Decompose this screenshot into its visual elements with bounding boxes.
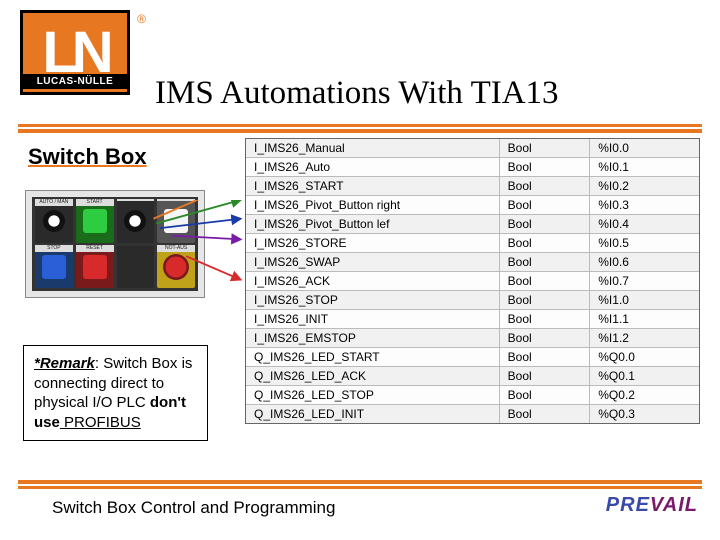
- table-row: I_IMS26_INITBool%I1.1: [246, 310, 699, 329]
- switch-stop: STOP: [35, 246, 73, 289]
- footer: Switch Box Control and Programming PREVA…: [0, 480, 720, 540]
- io-type: Bool: [500, 386, 591, 404]
- io-name: I_IMS26_SWAP: [246, 253, 500, 271]
- logo-box: LN LUCAS-NÜLLE: [20, 10, 130, 95]
- io-type: Bool: [500, 405, 591, 423]
- io-addr: %I1.2: [590, 329, 699, 347]
- table-row: Q_IMS26_LED_STOPBool%Q0.2: [246, 386, 699, 405]
- table-row: I_IMS26_ManualBool%I0.0: [246, 139, 699, 158]
- table-row: Q_IMS26_LED_INITBool%Q0.3: [246, 405, 699, 423]
- io-addr: %I0.3: [590, 196, 699, 214]
- io-addr: %Q0.2: [590, 386, 699, 404]
- io-name: I_IMS26_ACK: [246, 272, 500, 290]
- io-addr: %I0.6: [590, 253, 699, 271]
- io-name: I_IMS26_Manual: [246, 139, 500, 157]
- io-addr: %I0.7: [590, 272, 699, 290]
- remark-box: *Remark: Switch Box is connecting direct…: [23, 345, 208, 441]
- io-name: Q_IMS26_LED_STOP: [246, 386, 500, 404]
- io-type: Bool: [500, 310, 591, 328]
- io-addr: %Q0.1: [590, 367, 699, 385]
- table-row: I_IMS26_Pivot_Button lefBool%I0.4: [246, 215, 699, 234]
- io-addr: %I1.1: [590, 310, 699, 328]
- logo-brand-text: LUCAS-NÜLLE: [23, 74, 127, 89]
- switch-start: START: [76, 200, 114, 243]
- io-name: I_IMS26_INIT: [246, 310, 500, 328]
- io-type: Bool: [500, 177, 591, 195]
- io-addr: %Q0.3: [590, 405, 699, 423]
- footer-logo-pre: PRE: [606, 494, 650, 516]
- io-type: Bool: [500, 158, 591, 176]
- io-name: Q_IMS26_LED_START: [246, 348, 500, 366]
- table-row: Q_IMS26_LED_ACKBool%Q0.1: [246, 367, 699, 386]
- table-row: I_IMS26_EMSTOPBool%I1.2: [246, 329, 699, 348]
- table-row: I_IMS26_STOREBool%I0.5: [246, 234, 699, 253]
- io-name: I_IMS26_STOP: [246, 291, 500, 309]
- io-addr: %Q0.0: [590, 348, 699, 366]
- io-type: Bool: [500, 139, 591, 157]
- io-addr: %I0.1: [590, 158, 699, 176]
- switch-emergency-stop: NOT-AUS: [157, 246, 195, 289]
- switch-panel: AUTO / MAN START STOP RESET NOT-AUS: [32, 197, 198, 291]
- io-type: Bool: [500, 329, 591, 347]
- io-addr: %I0.4: [590, 215, 699, 233]
- page-title: IMS Automations With TIA13: [155, 75, 559, 112]
- io-type: Bool: [500, 234, 591, 252]
- switch-rotary-2: [117, 200, 155, 243]
- remark-text-2: PROFIBUS: [60, 414, 141, 431]
- switch-auto-man: AUTO / MAN: [35, 200, 73, 243]
- switch-blank: [117, 246, 155, 289]
- table-row: I_IMS26_Pivot_Button rightBool%I0.3: [246, 196, 699, 215]
- io-addr: %I1.0: [590, 291, 699, 309]
- table-row: I_IMS26_STOPBool%I1.0: [246, 291, 699, 310]
- io-type: Bool: [500, 196, 591, 214]
- io-name: I_IMS26_Auto: [246, 158, 500, 176]
- io-name: I_IMS26_START: [246, 177, 500, 195]
- io-addr: %I0.0: [590, 139, 699, 157]
- switch-box-image: AUTO / MAN START STOP RESET NOT-AUS: [25, 190, 205, 298]
- io-type: Bool: [500, 253, 591, 271]
- io-addr: %I0.2: [590, 177, 699, 195]
- io-table: I_IMS26_ManualBool%I0.0I_IMS26_AutoBool%…: [245, 138, 700, 424]
- footer-text: Switch Box Control and Programming: [52, 498, 335, 518]
- io-type: Bool: [500, 215, 591, 233]
- io-type: Bool: [500, 291, 591, 309]
- io-type: Bool: [500, 348, 591, 366]
- io-name: I_IMS26_Pivot_Button right: [246, 196, 500, 214]
- switch-reset: RESET: [76, 246, 114, 289]
- trademark-icon: ®: [137, 12, 146, 26]
- footer-logo-vail: VAIL: [650, 494, 698, 516]
- io-name: I_IMS26_STORE: [246, 234, 500, 252]
- remark-label: *Remark: [34, 355, 95, 372]
- header: LN LUCAS-NÜLLE ® IMS Automations With TI…: [0, 0, 720, 130]
- io-name: Q_IMS26_LED_ACK: [246, 367, 500, 385]
- logo: LN LUCAS-NÜLLE ®: [20, 10, 130, 95]
- footer-divider: [18, 480, 702, 489]
- content: Switch Box AUTO / MAN START STOP RESET N…: [0, 130, 720, 475]
- table-row: I_IMS26_SWAPBool%I0.6: [246, 253, 699, 272]
- table-row: Q_IMS26_LED_STARTBool%Q0.0: [246, 348, 699, 367]
- table-row: I_IMS26_STARTBool%I0.2: [246, 177, 699, 196]
- table-row: I_IMS26_ACKBool%I0.7: [246, 272, 699, 291]
- io-name: I_IMS26_EMSTOP: [246, 329, 500, 347]
- io-name: I_IMS26_Pivot_Button lef: [246, 215, 500, 233]
- io-name: Q_IMS26_LED_INIT: [246, 405, 500, 423]
- io-addr: %I0.5: [590, 234, 699, 252]
- footer-logo: PREVAIL: [606, 494, 698, 517]
- io-type: Bool: [500, 367, 591, 385]
- switch-white: [157, 200, 195, 243]
- io-type: Bool: [500, 272, 591, 290]
- table-row: I_IMS26_AutoBool%I0.1: [246, 158, 699, 177]
